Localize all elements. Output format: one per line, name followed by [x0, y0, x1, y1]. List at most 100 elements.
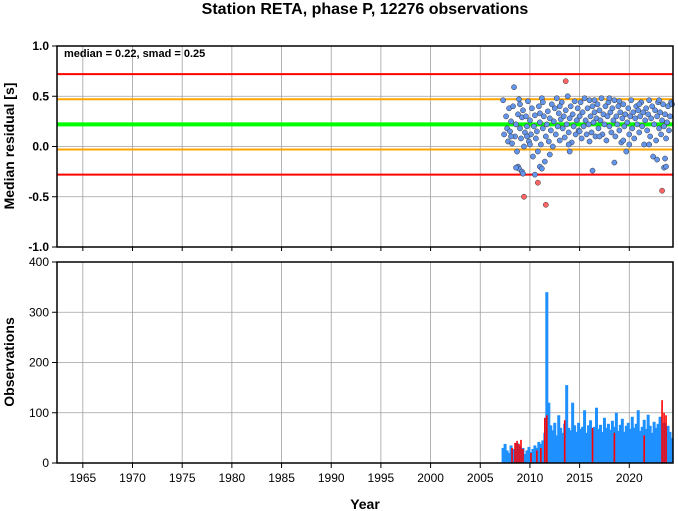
residual-point: [511, 84, 517, 91]
x-tick-label: 2005: [467, 471, 494, 485]
residual-point: [632, 115, 639, 122]
x-axis-label: Year: [350, 496, 380, 511]
residual-panel: 1.0 0.5 0.0 -0.5 -1.0 median = 0.22, smad = …: [1, 39, 675, 254]
observation-bar: [569, 430, 573, 463]
residual-point: [624, 119, 631, 126]
residual-point: [620, 101, 627, 108]
observation-bar: [630, 416, 634, 463]
residual-point: [529, 105, 535, 112]
observation-bar: [555, 435, 559, 463]
observation-bar: [547, 402, 551, 463]
x-tick-label: 1970: [119, 471, 146, 485]
residual-point: [642, 117, 649, 124]
x-tick-label: 1975: [169, 471, 196, 485]
residual-point: [539, 125, 546, 132]
residual-point: [662, 155, 668, 162]
flagged-observation-bar: [613, 432, 616, 463]
residual-point: [586, 138, 593, 145]
flagged-observation-bar: [544, 417, 546, 463]
observation-bar: [658, 416, 662, 463]
residual-point: [561, 134, 568, 141]
observation-bar: [567, 427, 571, 463]
y-tick-label: 200: [29, 356, 49, 370]
residual-point: [510, 103, 516, 110]
residual-point: [546, 151, 553, 158]
observation-bar: [622, 431, 626, 463]
residual-point: [584, 105, 591, 112]
observation-bar: [606, 423, 610, 463]
residual-point: [536, 103, 542, 110]
residual-point: [625, 105, 632, 112]
residual-point: [570, 123, 577, 130]
residual-point: [590, 119, 597, 126]
residual-point: [659, 117, 665, 124]
residual-point: [508, 133, 514, 140]
flagged-observation-bar: [546, 415, 548, 463]
residual-point: [649, 103, 655, 110]
residual-point: [532, 171, 538, 178]
residual-point: [556, 137, 563, 144]
flagged-observation-bar: [540, 447, 542, 463]
residual-point: [525, 98, 531, 105]
observation-bar: [654, 427, 658, 463]
observation-bar: [533, 445, 537, 463]
residual-point: [656, 97, 662, 104]
residual-point: [654, 156, 660, 163]
residual-point: [634, 121, 641, 128]
residual-point: [571, 98, 578, 105]
residual-point: [610, 117, 617, 124]
observation-bar: [620, 418, 624, 463]
x-tick-label: 1965: [69, 471, 96, 485]
residual-point: [574, 105, 581, 112]
residual-point: [609, 105, 616, 112]
residual-point: [501, 131, 507, 138]
residual-point: [566, 148, 573, 155]
residual-point: [544, 108, 551, 115]
residual-point: [622, 111, 629, 118]
observation-bar: [604, 427, 608, 463]
residual-point: [551, 105, 558, 112]
residual-point: [542, 201, 549, 208]
residual-point: [535, 179, 541, 186]
residual-point: [564, 93, 571, 100]
y-tick-label: 300: [29, 305, 49, 319]
observation-bar: [648, 425, 652, 463]
y-tick-label: 1.0: [32, 39, 49, 53]
observation-bar: [551, 430, 555, 463]
residual-point: [546, 115, 553, 122]
residual-point: [604, 113, 611, 120]
observation-bar: [636, 410, 640, 463]
residual-point: [602, 103, 609, 110]
residual-point: [533, 135, 539, 142]
residual-point: [630, 109, 637, 116]
observation-bar: [577, 422, 581, 463]
observation-bar: [632, 427, 636, 463]
observation-bar: [616, 430, 620, 463]
residual-point: [548, 101, 555, 108]
y-tick-label: 400: [29, 255, 49, 269]
residual-point: [611, 159, 618, 166]
residual-point: [565, 141, 572, 148]
residual-point: [641, 141, 648, 148]
stats-annotation: median = 0.22, smad = 0.25: [64, 48, 205, 60]
residual-point: [538, 141, 544, 148]
residual-point: [565, 129, 572, 136]
residual-point: [520, 170, 526, 177]
residual-point: [572, 131, 579, 138]
observation-bar: [557, 415, 561, 463]
residual-point: [523, 113, 529, 120]
observation-bar: [541, 440, 545, 463]
residual-point: [555, 110, 562, 117]
residual-point: [527, 117, 533, 124]
residual-point: [573, 117, 580, 124]
observation-bar: [537, 441, 541, 463]
residual-point: [652, 107, 658, 114]
observation-bar: [666, 425, 670, 463]
residual-point: [577, 99, 584, 106]
residual-point: [651, 121, 657, 128]
residual-point: [616, 127, 623, 134]
residual-point: [524, 123, 530, 130]
residual-points: [500, 78, 675, 208]
residual-point: [537, 119, 543, 126]
residual-point: [541, 158, 548, 165]
